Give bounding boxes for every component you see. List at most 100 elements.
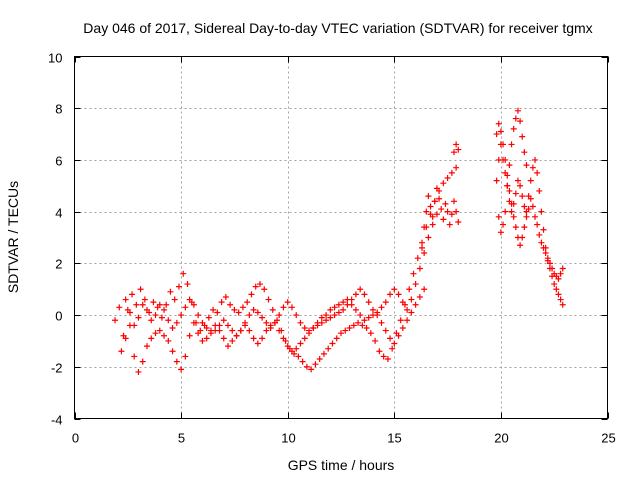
data-point <box>280 304 287 311</box>
data-point <box>502 169 509 176</box>
data-point <box>557 296 564 303</box>
data-point <box>508 141 515 148</box>
data-point <box>182 304 189 311</box>
data-point <box>367 330 374 337</box>
data-point <box>186 332 193 339</box>
data-point <box>455 218 462 225</box>
data-point <box>220 335 227 342</box>
data-point <box>421 250 428 257</box>
x-tick-labels: 0 5 10 15 20 25 <box>72 431 616 446</box>
data-point <box>222 293 229 300</box>
data-point <box>340 299 347 306</box>
chart-title: Day 046 of 2017, Sidereal Day-to-day VTE… <box>83 20 592 36</box>
data-point <box>527 177 534 184</box>
data-point <box>152 312 159 319</box>
data-point <box>380 353 387 360</box>
data-point <box>521 224 528 231</box>
data-point <box>369 306 376 313</box>
plot-frame <box>74 56 608 419</box>
data-point <box>408 309 415 316</box>
data-point <box>416 265 423 272</box>
data-point <box>517 242 524 249</box>
data-point <box>178 366 185 373</box>
data-point <box>331 312 338 319</box>
data-point <box>544 255 551 262</box>
data-point <box>212 327 219 334</box>
data-point <box>363 325 370 331</box>
y-tick-label: 0 <box>55 309 62 324</box>
data-point <box>195 312 202 319</box>
data-point <box>325 345 332 352</box>
data-point <box>436 195 443 202</box>
data-point <box>559 301 566 308</box>
data-point <box>412 281 419 288</box>
y-axis-label: SDTVAR / TECUs <box>5 181 21 293</box>
data-point <box>158 314 165 321</box>
data-point <box>497 128 504 135</box>
data-point <box>444 208 451 215</box>
data-point <box>502 208 509 215</box>
data-point <box>225 343 232 350</box>
data-point <box>178 312 185 319</box>
x-axis-label: GPS time / hours <box>288 457 395 473</box>
data-point <box>318 319 325 326</box>
data-point <box>493 131 500 138</box>
data-point <box>327 306 334 313</box>
y-tick-label: 8 <box>55 102 62 117</box>
data-point <box>342 327 349 334</box>
data-point <box>504 182 511 189</box>
data-point <box>227 301 234 308</box>
data-point <box>252 283 259 290</box>
data-point <box>301 325 308 331</box>
y-tick-label: -4 <box>51 413 63 428</box>
data-point <box>246 312 253 319</box>
data-point <box>557 270 564 277</box>
data-point <box>340 306 347 313</box>
data-point <box>453 141 460 148</box>
data-point <box>225 322 232 329</box>
data-point <box>408 296 415 303</box>
data-point <box>532 213 539 220</box>
data-point <box>425 193 432 200</box>
data-point <box>231 306 238 313</box>
data-point <box>235 309 242 316</box>
data-point <box>378 304 385 311</box>
data-point <box>250 335 257 342</box>
data-point <box>365 314 372 321</box>
data-point <box>276 327 283 334</box>
data-point <box>453 208 460 215</box>
data-point <box>143 306 150 313</box>
x-tick-label: 20 <box>494 431 508 446</box>
data-point <box>269 306 276 313</box>
data-point <box>333 335 340 342</box>
data-point <box>517 182 524 189</box>
data-point <box>395 291 402 298</box>
data-point <box>344 301 351 308</box>
data-point <box>387 335 394 342</box>
data-point <box>131 322 138 329</box>
data-point <box>129 291 136 298</box>
axis-ticks <box>74 56 609 420</box>
data-point <box>318 314 325 321</box>
data-point <box>335 309 342 316</box>
data-point <box>256 281 263 288</box>
data-point <box>384 356 391 363</box>
data-point <box>555 275 562 282</box>
data-point <box>173 319 180 326</box>
data-point <box>444 175 451 182</box>
data-point <box>555 291 562 298</box>
data-point <box>148 317 155 324</box>
data-point <box>553 286 560 293</box>
data-point <box>133 301 140 308</box>
data-point <box>493 177 500 184</box>
y-tick-label: 4 <box>55 206 62 221</box>
data-point <box>510 125 517 132</box>
data-point <box>495 120 502 127</box>
data-point <box>207 330 214 337</box>
data-point <box>519 133 526 140</box>
data-point <box>163 301 170 308</box>
data-point <box>184 281 191 288</box>
data-point <box>448 211 455 218</box>
data-point <box>532 156 539 163</box>
